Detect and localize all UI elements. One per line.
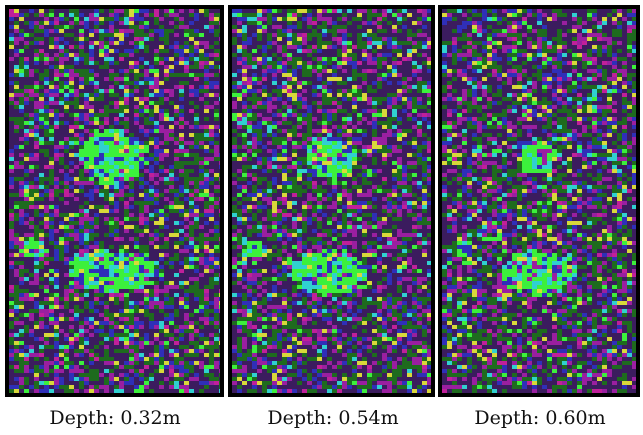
radar-texture xyxy=(232,9,431,393)
radar-texture xyxy=(442,13,636,389)
radar-texture xyxy=(237,9,431,393)
caption: Depth: 0.54m xyxy=(267,407,398,429)
radar-texture xyxy=(9,9,220,393)
radar-texture xyxy=(9,9,220,393)
depth-slice xyxy=(228,5,435,397)
radar-texture xyxy=(9,9,220,393)
radar-texture xyxy=(232,9,431,393)
radar-texture xyxy=(442,17,636,393)
caption: Depth: 0.32m xyxy=(49,407,180,429)
radar-texture xyxy=(232,9,431,393)
radar-texture xyxy=(442,9,636,393)
slices xyxy=(5,5,640,397)
depth-slice xyxy=(438,5,640,397)
caption: Depth: 0.60m xyxy=(474,407,605,429)
depth-slice xyxy=(5,5,224,397)
